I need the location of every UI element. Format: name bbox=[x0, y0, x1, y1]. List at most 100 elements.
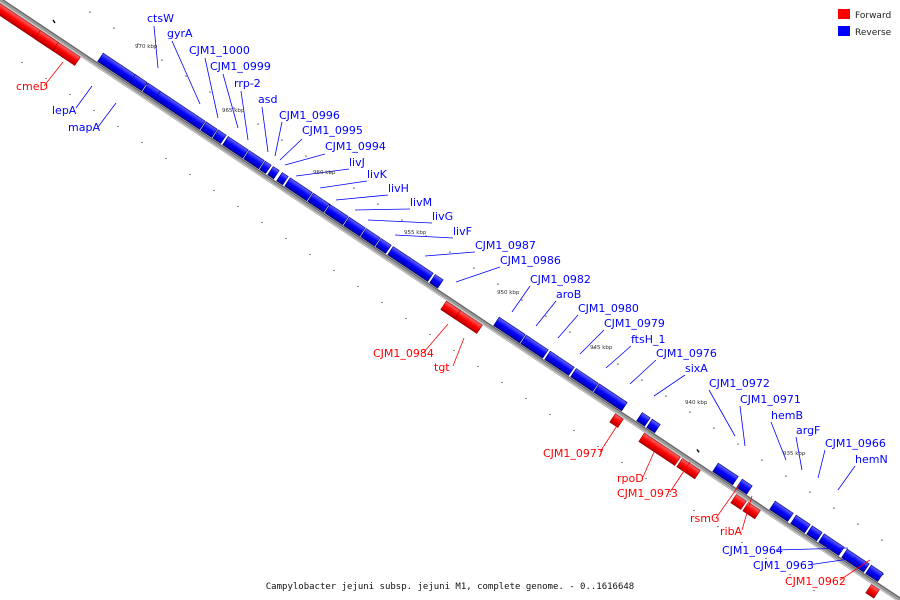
gene-label: CJM1_0980 bbox=[578, 302, 639, 315]
leader-line bbox=[423, 323, 449, 353]
axis-tick-dot bbox=[137, 43, 139, 45]
leader-line bbox=[599, 417, 623, 453]
gene-label: CJM1_0979 bbox=[604, 317, 665, 330]
leader-line bbox=[153, 25, 159, 69]
gene-label: CJM1_0986 bbox=[500, 254, 561, 267]
forward-gene-block bbox=[676, 458, 701, 480]
axis-tick-dot bbox=[429, 333, 431, 336]
axis-tick-major bbox=[696, 448, 700, 453]
axis-tick-dot bbox=[69, 93, 71, 96]
gene-label: CJM1_0987 bbox=[475, 239, 536, 252]
axis-tick-dot bbox=[497, 283, 499, 285]
reverse-gene-block bbox=[276, 172, 289, 186]
leader-line bbox=[605, 345, 632, 369]
gene-label: asd bbox=[258, 93, 277, 106]
gene-label: lepA bbox=[52, 104, 77, 117]
reverse-gene-block bbox=[493, 316, 526, 344]
axis-tick-dot bbox=[165, 157, 167, 160]
legend-label-forward: Forward bbox=[855, 11, 891, 21]
gene-label: mapA bbox=[68, 121, 100, 134]
reverse-gene-block bbox=[570, 368, 599, 392]
axis-tick-dot bbox=[357, 285, 359, 288]
gene-label: CJM1_1000 bbox=[189, 44, 250, 57]
reverse-gene-block-body bbox=[129, 74, 148, 92]
axis-tick-dot bbox=[309, 253, 311, 256]
reverse-gene-block-body bbox=[520, 334, 549, 359]
axis-tick-dot bbox=[833, 507, 835, 509]
axis-tick-dot bbox=[161, 59, 163, 61]
reverse-gene-block bbox=[712, 462, 739, 486]
reverse-gene-block-body bbox=[360, 228, 381, 247]
reverse-gene-block-body bbox=[259, 160, 272, 174]
reverse-gene-block-body bbox=[243, 150, 265, 170]
leader-line bbox=[171, 40, 201, 105]
axis-tick-dot bbox=[813, 589, 815, 592]
axis-tick-dot bbox=[305, 155, 307, 157]
leader-line bbox=[817, 449, 826, 479]
reverse-gene-block bbox=[307, 192, 330, 213]
gene-label: CJM1_0973 bbox=[617, 487, 678, 500]
reverse-gene-block bbox=[375, 238, 392, 254]
gene-label: CJM1_0982 bbox=[530, 273, 591, 286]
tick-label: 960 kbp bbox=[313, 170, 336, 176]
axis-tick-dot bbox=[549, 413, 551, 416]
forward-gene-block-body bbox=[730, 494, 747, 510]
axis-tick-dot bbox=[401, 219, 403, 221]
reverse-gene-block bbox=[865, 564, 884, 582]
reverse-gene-block-body bbox=[212, 129, 227, 144]
leader-line bbox=[240, 90, 249, 141]
reverse-gene-block bbox=[200, 121, 218, 138]
reverse-gene-block-body bbox=[276, 172, 289, 186]
gene-label: CJM1_0962 bbox=[785, 575, 846, 588]
axis-tick-dot bbox=[545, 315, 547, 317]
leader-line bbox=[557, 314, 579, 339]
axis-tick-dot bbox=[117, 125, 119, 128]
axis-tick-dot bbox=[185, 75, 187, 77]
leader-line bbox=[354, 208, 411, 211]
tick-label: 940 kbp bbox=[685, 400, 708, 406]
reverse-gene-block bbox=[324, 204, 349, 226]
reverse-gene-block bbox=[360, 228, 381, 247]
reverse-gene-block bbox=[736, 478, 753, 495]
gene-label: CJM1_0984 bbox=[373, 347, 434, 360]
leader-line bbox=[452, 337, 465, 367]
axis-tick-dot bbox=[381, 301, 383, 304]
reverse-gene-block-body bbox=[593, 383, 628, 412]
axis-tick-dot bbox=[525, 397, 527, 400]
axis-tick-dot bbox=[189, 173, 191, 176]
reverse-gene-block bbox=[284, 177, 313, 202]
reverse-gene-block bbox=[267, 166, 280, 180]
tick-label: 935 kbp bbox=[783, 451, 806, 457]
reverse-gene-block bbox=[636, 412, 651, 427]
axis-tick-dot bbox=[665, 395, 667, 397]
axis-tick-dot bbox=[45, 77, 47, 80]
axis-tick-dot bbox=[717, 525, 719, 528]
gene-label: aroB bbox=[556, 288, 581, 301]
axis-tick-dot bbox=[141, 141, 143, 144]
gene-label: livJ bbox=[349, 156, 365, 169]
forward-gene-block-body bbox=[742, 502, 761, 520]
reverse-gene-block-body bbox=[284, 177, 313, 202]
leader-line bbox=[653, 374, 686, 397]
reverse-gene-block bbox=[520, 334, 549, 359]
gene-label: CJM1_0972 bbox=[709, 377, 770, 390]
reverse-gene-block-body bbox=[429, 274, 444, 289]
axis-tick-dot bbox=[453, 349, 455, 352]
leader-line bbox=[795, 436, 803, 471]
legend-swatch-forward bbox=[838, 9, 850, 19]
gene-label: CJM1_0971 bbox=[740, 393, 801, 406]
gene-label: CJM1_0963 bbox=[753, 559, 814, 572]
leader-line bbox=[741, 495, 753, 531]
reverse-gene-block bbox=[212, 129, 227, 144]
leader-line bbox=[424, 251, 476, 257]
reverse-gene-block-body bbox=[375, 238, 392, 254]
forward-gene-block bbox=[638, 432, 681, 466]
gene-label: hemB bbox=[771, 409, 803, 422]
gene-label: rsmG bbox=[690, 512, 720, 525]
axis-tick-dot bbox=[89, 11, 91, 13]
axis-tick-dot bbox=[377, 203, 379, 205]
forward-gene-labels: cmeD CJM1_0984 tgt CJM1_0977 rpoD CJM1_0… bbox=[16, 80, 846, 588]
reverse-gene-block-body bbox=[806, 525, 823, 542]
axis-tick-dot bbox=[713, 427, 715, 429]
